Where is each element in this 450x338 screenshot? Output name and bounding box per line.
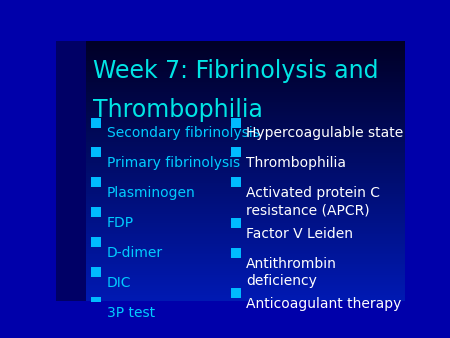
Text: Anticoagulant therapy: Anticoagulant therapy: [246, 297, 402, 311]
Text: DIC: DIC: [107, 276, 131, 290]
Text: Secondary fibrinolysis: Secondary fibrinolysis: [107, 126, 260, 141]
Text: Factor V Leiden: Factor V Leiden: [246, 227, 353, 241]
Text: 3P test: 3P test: [107, 306, 155, 320]
Text: Thrombophilia: Thrombophilia: [246, 156, 346, 170]
Text: D-dimer: D-dimer: [107, 246, 163, 260]
Text: Antithrombin
deficiency: Antithrombin deficiency: [246, 257, 337, 288]
Text: FDP: FDP: [107, 216, 134, 230]
Text: Activated protein C
resistance (APCR): Activated protein C resistance (APCR): [246, 186, 380, 218]
Text: Hypercoagulable state: Hypercoagulable state: [246, 126, 404, 141]
Text: Plasminogen: Plasminogen: [107, 186, 196, 200]
Text: Thrombophilia: Thrombophilia: [93, 98, 263, 122]
Bar: [56, 41, 86, 301]
Text: Primary fibrinolysis: Primary fibrinolysis: [107, 156, 240, 170]
Text: Week 7: Fibrinolysis and: Week 7: Fibrinolysis and: [93, 59, 378, 83]
